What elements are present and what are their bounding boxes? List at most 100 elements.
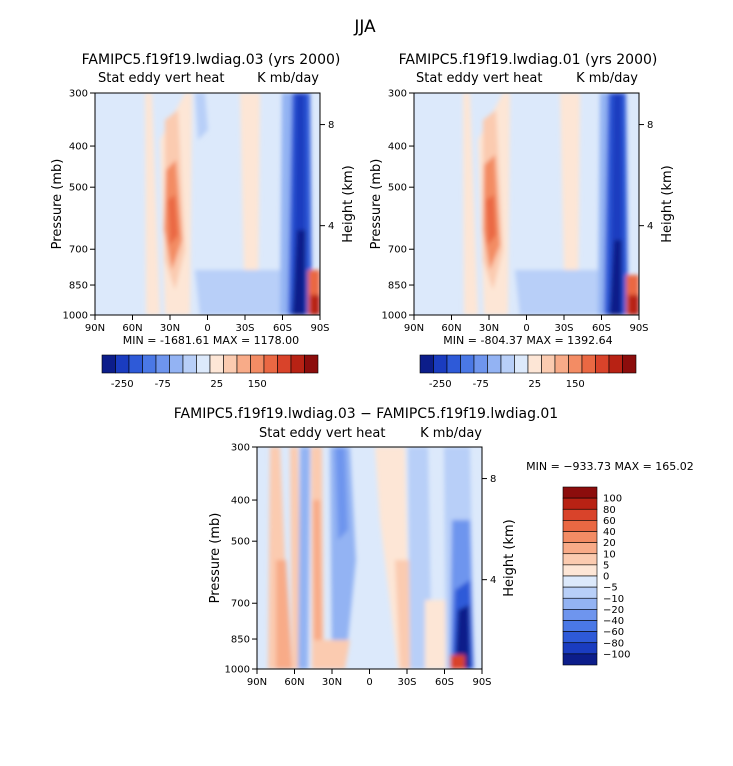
panel-3-stats: MIN = −933.73 MAX = 165.02 <box>526 460 694 473</box>
colorbar-swatch <box>562 586 598 599</box>
x-tick-label: 30S <box>235 323 254 334</box>
colorbar-swatch <box>182 354 197 374</box>
panel-2-subtitle-left: Stat eddy vert heat <box>416 71 542 86</box>
colorbar-swatch <box>169 354 184 374</box>
x-tick-label: 0 <box>366 677 372 688</box>
panel-2-contour-warm-f <box>560 93 580 315</box>
colorbar-swatch <box>473 354 488 374</box>
colorbar-label: −80 <box>603 638 624 649</box>
panel-3-y2label: Height (km) <box>502 519 517 596</box>
x-tick-label: 30N <box>160 323 180 334</box>
panel-3-contour-cool-c <box>335 447 348 540</box>
colorbar-swatch <box>562 542 598 555</box>
colorbar-swatch <box>568 354 583 374</box>
colorbar-swatch <box>581 354 596 374</box>
y2-tick-label: 4 <box>328 221 334 232</box>
panel-2-contour-warm-h <box>628 295 639 315</box>
colorbar-swatch <box>142 354 157 374</box>
panel-3-subtitle-left: Stat eddy vert heat <box>259 426 385 441</box>
colorbar-swatch <box>223 354 238 374</box>
colorbar-swatch <box>608 354 623 374</box>
colorbar-label: -250 <box>429 379 452 390</box>
x-tick-label: 90N <box>85 323 105 334</box>
panel-2-contour-warm-a <box>463 93 478 315</box>
colorbar-swatch <box>541 354 556 374</box>
panel-3: FAMIPC5.f19f19.lwdiag.03 − FAMIPC5.f19f1… <box>174 406 694 688</box>
y-tick-label: 500 <box>388 183 407 194</box>
colorbar-swatch <box>433 354 448 374</box>
x-tick-label: 30S <box>554 323 573 334</box>
colorbar-swatch <box>115 354 130 374</box>
panel-3-contour-warm-b <box>276 560 292 669</box>
panel-1-contour-cool-f <box>292 230 306 315</box>
y-tick-label: 400 <box>388 142 407 153</box>
colorbar-swatch <box>554 354 569 374</box>
panel-2-subtitle-right: K mb/day <box>576 71 638 86</box>
panel-3-title: FAMIPC5.f19f19.lwdiag.03 − FAMIPC5.f19f1… <box>174 406 558 422</box>
colorbar-swatch <box>562 486 598 499</box>
colorbar-label: 25 <box>528 379 541 390</box>
panel-2-heatmap <box>414 93 639 315</box>
colorbar-label: −10 <box>603 594 624 605</box>
colorbar-swatch <box>562 575 598 588</box>
colorbar-swatch <box>101 354 116 374</box>
x-tick-label: 90S <box>629 323 648 334</box>
y-tick-label: 700 <box>69 245 88 256</box>
y-tick-label: 300 <box>231 443 250 454</box>
colorbar-swatch <box>277 354 292 374</box>
colorbar-swatch <box>250 354 265 374</box>
colorbar-label: 100 <box>603 494 622 505</box>
colorbar-swatch <box>460 354 475 374</box>
colorbar-swatch <box>128 354 143 374</box>
x-tick-label: 60S <box>273 323 292 334</box>
y-tick-label: 850 <box>231 635 250 646</box>
x-tick-label: 90N <box>247 677 267 688</box>
colorbar-swatch <box>562 564 598 577</box>
colorbar-swatch <box>446 354 461 374</box>
colorbar-label: −60 <box>603 627 624 638</box>
panel-3-contour-cool-a <box>298 447 310 669</box>
colorbar-swatch <box>527 354 542 374</box>
colorbar-label: 80 <box>603 505 616 516</box>
x-tick-label: 60N <box>284 677 304 688</box>
panel-1-contour-cool-b <box>195 270 290 315</box>
colorbar-swatch <box>304 354 319 374</box>
colorbar-swatch <box>622 354 637 374</box>
x-tick-label: 0 <box>204 323 210 334</box>
colorbar-swatch <box>562 531 598 543</box>
y-tick-label: 300 <box>69 89 88 100</box>
panel-1-subtitle-right: K mb/day <box>257 71 319 86</box>
panel-1-contour-cool-a <box>195 93 208 140</box>
colorbar-label: -75 <box>473 379 489 390</box>
colorbar-swatch <box>196 354 211 374</box>
colorbar-label: 20 <box>603 538 616 549</box>
colorbar-label: 25 <box>210 379 223 390</box>
x-tick-label: 0 <box>523 323 529 334</box>
y-tick-label: 700 <box>388 245 407 256</box>
colorbar-label: −100 <box>603 649 630 660</box>
panel-1-stats: MIN = -1681.61 MAX = 1178.00 <box>123 334 299 347</box>
y2-tick-label: 4 <box>490 575 496 586</box>
colorbar-swatch <box>419 354 434 374</box>
colorbar-label: -75 <box>155 379 171 390</box>
y-tick-label: 1000 <box>225 665 250 676</box>
panel-1-ylabel: Pressure (mb) <box>50 159 65 250</box>
panel-2-contour-cool-e <box>609 240 622 315</box>
y2-tick-label: 8 <box>328 120 334 131</box>
colorbar-label: 60 <box>603 516 616 527</box>
colorbar-label: -250 <box>111 379 134 390</box>
panel-3-subtitle-right: K mb/day <box>420 426 482 441</box>
colorbar-swatch <box>514 354 529 374</box>
colorbar-swatch <box>155 354 170 374</box>
panel-1-colorbar: -250 -75 25 150 <box>101 354 319 390</box>
colorbar-label: 0 <box>603 572 609 583</box>
season-title: JJA <box>353 17 376 37</box>
colorbar-label: 5 <box>603 560 609 571</box>
panel-1-heatmap <box>95 93 320 315</box>
y2-tick-label: 8 <box>647 120 653 131</box>
panel-2: FAMIPC5.f19f19.lwdiag.01 (yrs 2000) Stat… <box>369 52 675 390</box>
colorbar-swatch <box>562 631 598 644</box>
x-tick-label: 90S <box>310 323 329 334</box>
